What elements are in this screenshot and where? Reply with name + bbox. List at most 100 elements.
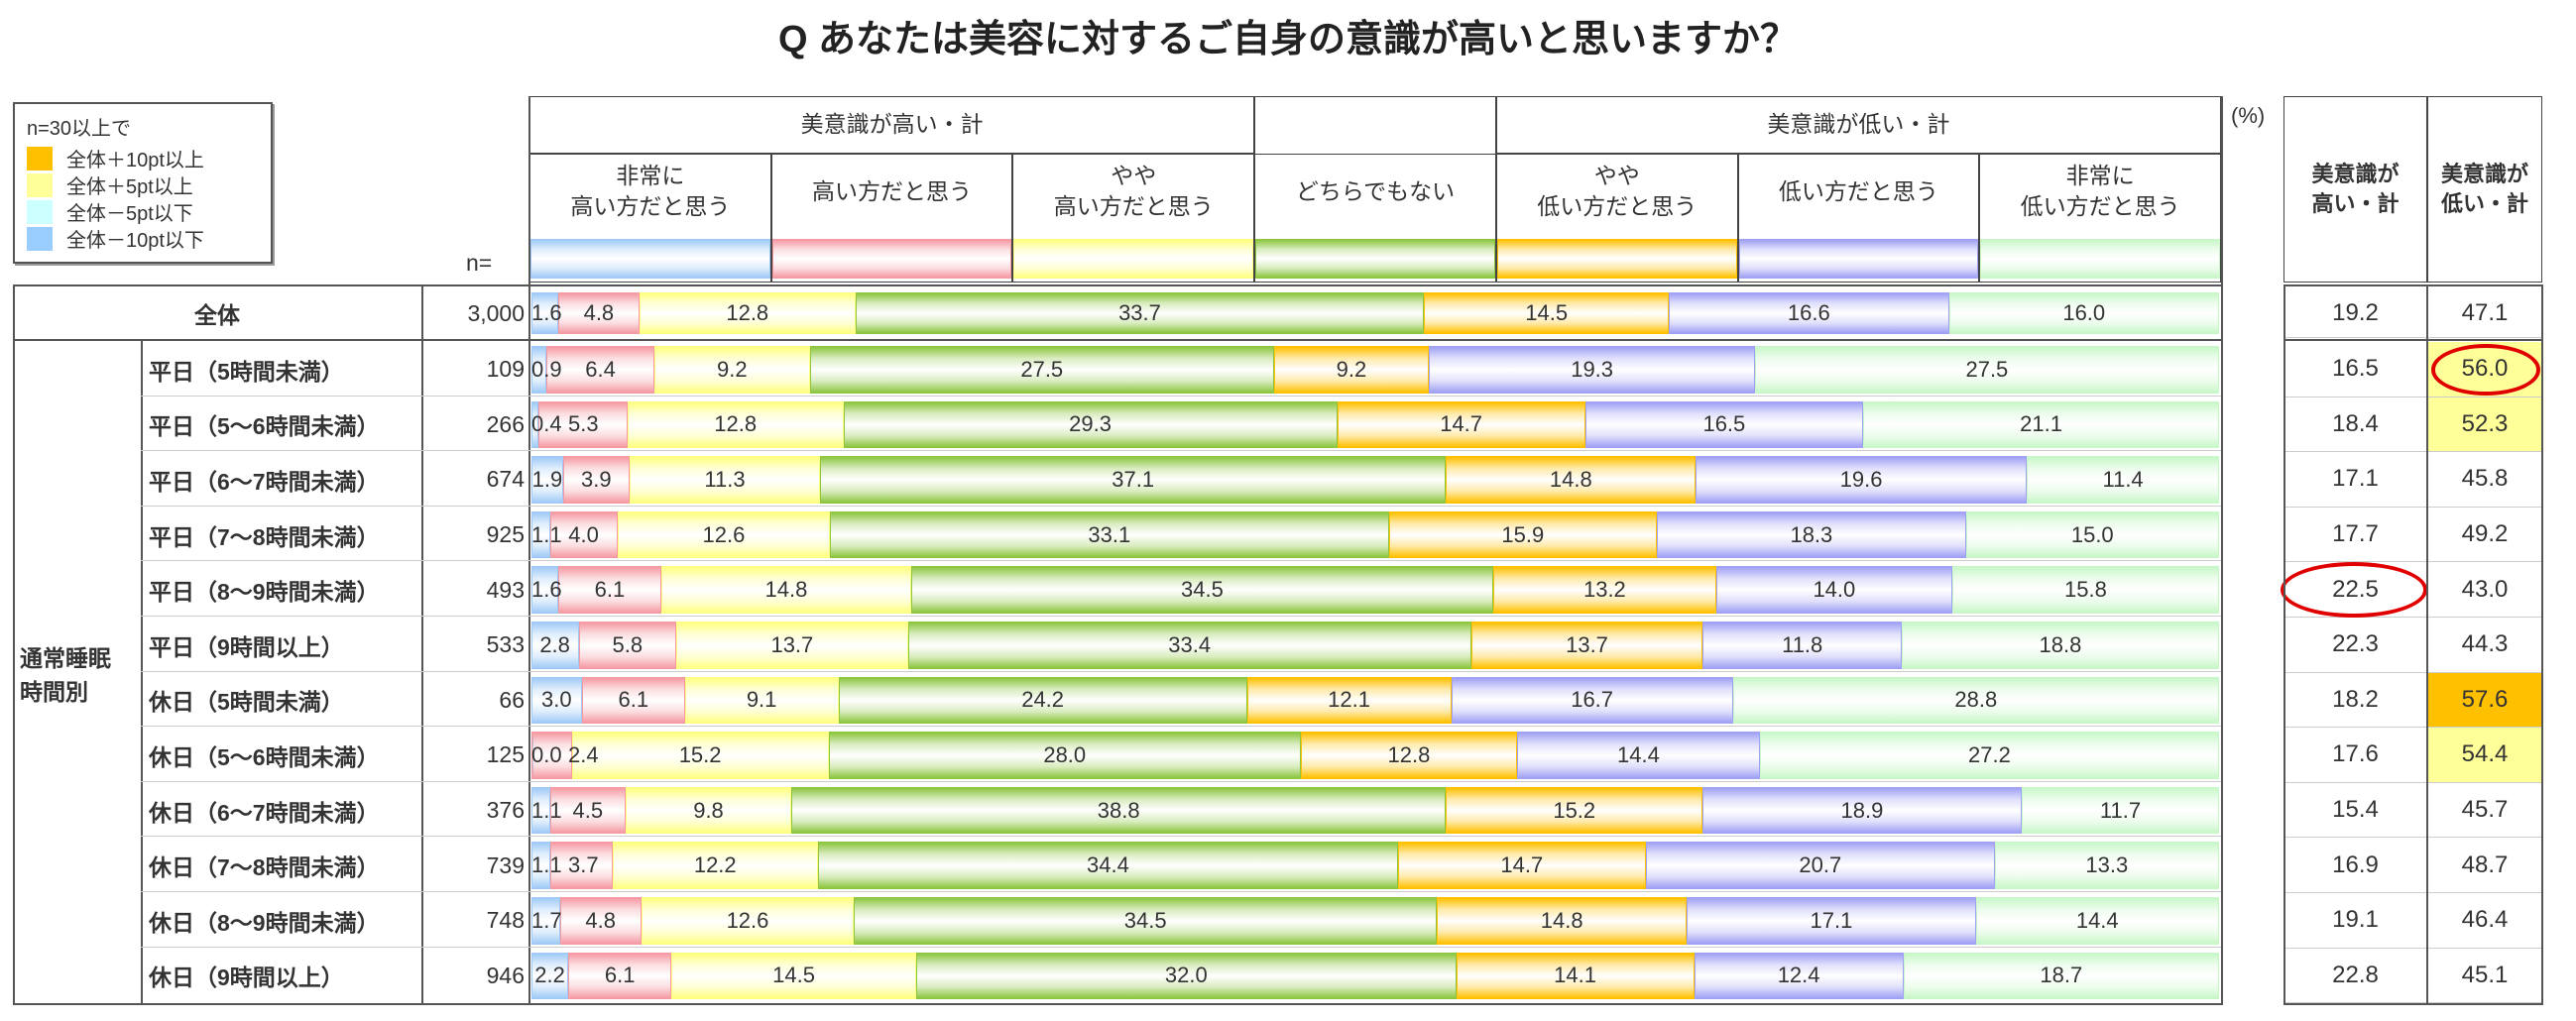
divider (2541, 284, 2543, 1005)
row-n: 748 (486, 907, 525, 934)
row-divider (141, 891, 2221, 892)
data-label: 6.1 (594, 577, 626, 603)
data-label: 9.2 (1336, 356, 1367, 382)
bar-segment (1493, 566, 1716, 614)
bar-segment (531, 952, 569, 1000)
data-label: 20.7 (1799, 852, 1842, 878)
table-row: 休日（8～9時間未満） 748 1.7 4.8 12.6 34.5 14.8 17.1 14.4… (0, 893, 2576, 949)
row-label: 全体 (194, 302, 240, 328)
bar-segment (1732, 676, 2219, 725)
bar-segment (1715, 566, 1953, 614)
legend-item: 全体－5pt以下 (27, 198, 259, 225)
highlight-circle (2431, 344, 2540, 396)
data-label: 12.2 (693, 852, 737, 878)
data-label: 12.6 (726, 907, 769, 933)
low-total-cell: 47.1 (2427, 288, 2542, 338)
bar-segment (1337, 400, 1585, 449)
data-label: 33.1 (1088, 521, 1131, 547)
unit-label: (%) (2231, 103, 2266, 128)
low-total-cell: 45.1 (2427, 948, 2542, 1004)
row-n: 266 (486, 410, 525, 437)
bar-segment (820, 456, 1447, 504)
bar-segment (818, 842, 1398, 889)
high-total-cell: 16.5 (2283, 342, 2427, 397)
bar-segment (654, 346, 810, 394)
bar-segment (1696, 456, 2027, 504)
row-n: 3,000 (467, 299, 525, 326)
data-label: 14.8 (1549, 466, 1592, 492)
data-label: 16.0 (2062, 300, 2106, 325)
table-row: 休日（7～8時間未満） 739 1.1 3.7 12.2 34.4 14.7 20.7 13.3… (0, 838, 2576, 893)
data-label: 19.3 (1571, 356, 1614, 382)
divider (2221, 96, 2223, 1005)
table-row: 休日（9時間以上） 946 2.2 6.1 14.5 32.0 14.1 12.4 18.7 22… (0, 948, 2576, 1004)
low-total-cell: 46.4 (2427, 893, 2542, 949)
data-label: 14.7 (1440, 411, 1483, 437)
data-label: 9.1 (746, 687, 777, 713)
bar-segment (612, 842, 819, 889)
bar-segment (1446, 786, 1703, 835)
bar-segment (916, 952, 1457, 1000)
legend-item: 全体＋10pt以上 (27, 145, 259, 171)
divider (141, 339, 143, 1005)
table-row: 休日（6～7時間未満） 376 1.1 4.5 9.8 38.8 15.2 18.9 11.7 1… (0, 782, 2576, 839)
bar-segment (1754, 346, 2219, 394)
legend-heading: n=30以上で (27, 118, 132, 140)
data-label: 37.1 (1112, 466, 1155, 492)
bar-segment (531, 566, 559, 614)
divider (2283, 339, 2542, 341)
row-label: 休日（5～6時間未満） (149, 743, 380, 770)
bar-segment (563, 456, 630, 504)
row-divider (141, 670, 2221, 672)
low-total-cell: 45.8 (2427, 452, 2542, 508)
data-label: 13.7 (770, 631, 814, 657)
header-group-low: 美意識が低い・計 (1495, 96, 2221, 154)
bar-segment (531, 732, 572, 779)
bar-segment (854, 897, 1438, 945)
bar-segment (531, 456, 564, 504)
row-n: 533 (486, 631, 525, 658)
bar-segment (1903, 952, 2219, 1000)
bar-segment (571, 732, 829, 779)
data-label: 3.7 (568, 852, 599, 878)
bar-segment (578, 622, 677, 669)
divider (13, 339, 2221, 341)
data-label: 4.0 (568, 521, 599, 547)
table-row: 全体 3,000 1.6 4.8 12.8 33.7 14.5 16.6 16.0 19.2 47.… (0, 288, 2576, 338)
category-swatch (771, 239, 1012, 279)
data-label: 11.8 (1782, 631, 1823, 657)
bar-segment (1397, 842, 1646, 889)
high-total-cell: 19.1 (2283, 893, 2427, 949)
data-label: 9.2 (717, 356, 748, 382)
row-divider (141, 616, 2221, 617)
data-label: 1.1 (531, 852, 562, 878)
bar-segment (558, 566, 662, 614)
data-label: 14.1 (1554, 963, 1596, 988)
table-row: 平日（9時間以上） 533 2.8 5.8 13.7 33.4 13.7 11.8 18.8 22… (0, 618, 2576, 673)
data-label: 1.7 (531, 907, 562, 933)
bar-segment (627, 400, 844, 449)
bar-segment (1702, 786, 2022, 835)
data-label: 1.9 (531, 466, 563, 492)
low-total-cell: 57.6 (2427, 672, 2542, 729)
data-label: 3.0 (541, 687, 572, 713)
table-row: 平日（5時間未満） 109 0.9 6.4 9.2 27.5 9.2 19.3 27.5 16.5… (0, 342, 2576, 397)
data-label: 34.5 (1181, 577, 1224, 603)
data-label: 4.5 (572, 797, 604, 823)
row-label: 平日（7～8時間未満） (149, 523, 380, 550)
bar-segment (1424, 292, 1670, 334)
bar-segment (558, 292, 640, 334)
data-label: 13.3 (2085, 852, 2129, 878)
high-total-cell: 17.7 (2283, 508, 2427, 563)
bar-segment (531, 676, 583, 725)
bar-segment (1948, 292, 2219, 334)
data-label: 0.9 (531, 356, 562, 382)
bar-segment (910, 566, 1494, 614)
row-n: 109 (486, 356, 525, 383)
high-total-cell: 16.9 (2283, 838, 2427, 893)
header-group-high: 美意識が高い・計 (529, 96, 1255, 154)
data-label: 9.8 (693, 797, 724, 823)
row-n: 376 (486, 797, 525, 824)
divider (528, 96, 530, 1005)
bar-segment (1965, 510, 2219, 559)
